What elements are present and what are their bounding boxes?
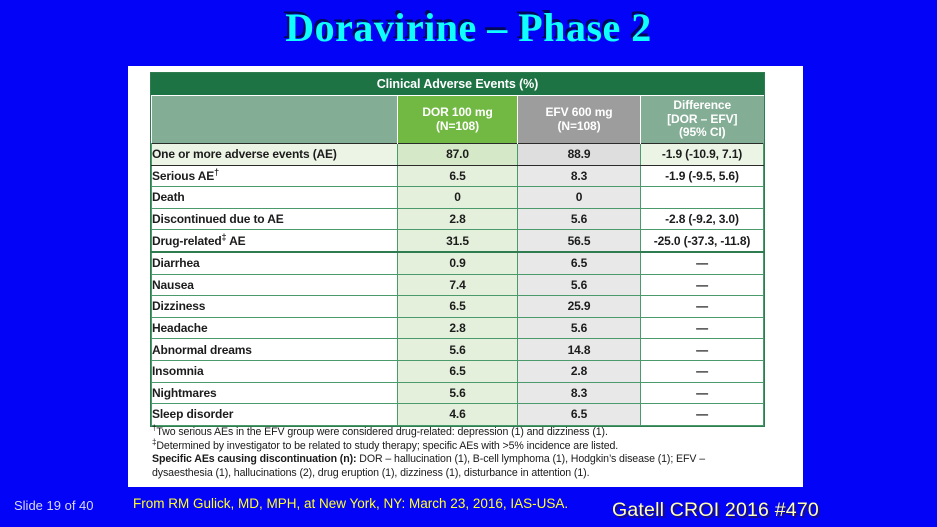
citation-text: From RM Gulick, MD, MPH, at New York, NY… [133, 496, 569, 511]
table-row: One or more adverse events (AE) 87.0 88.9-… [151, 143, 764, 166]
row-label: Discontinued due to AE [151, 207, 398, 231]
cell-dor: 2.8 [397, 316, 518, 340]
adverse-events-table: Clinical Adverse Events (%) DOR 100 mg (N… [150, 72, 765, 427]
table-row: Death 0 0 [151, 186, 764, 209]
column-header-empty [151, 96, 398, 144]
row-label: Diarrhea [151, 250, 398, 275]
table-row: Serious AE† 6.5 8.3 -1.9 (-9.5, 5.6) [151, 164, 764, 188]
cell-efv: 8.3 [517, 381, 641, 405]
footnote-drug-related: ‡Determined by investigator to be relate… [152, 437, 619, 452]
cell-efv: 6.5 [517, 403, 641, 426]
cell-diff: — [640, 250, 764, 275]
table-title-banner: Clinical Adverse Events (%) [151, 73, 764, 96]
row-label: Serious AE† [151, 164, 398, 188]
cell-dor: 7.4 [397, 273, 518, 297]
cell-dor: 6.5 [397, 164, 518, 188]
table-row: Drug-related‡ AE 31.5 56.5 -25.0 (-37.3, -1… [151, 229, 764, 253]
row-label: Death [151, 186, 398, 209]
footnote-discontinuation: Specific AEs causing discontinuation (n)… [152, 453, 705, 479]
table-row: Sleep disorder 4.6 6.5— [151, 403, 764, 426]
cell-dor: 5.6 [397, 381, 518, 405]
cell-diff: — [640, 316, 764, 340]
cell-dor: 31.5 [397, 229, 518, 253]
row-label: Headache [151, 316, 398, 340]
cell-dor: 6.5 [397, 359, 518, 383]
cell-dor: 4.6 [397, 403, 518, 426]
cell-dor: 0.9 [397, 250, 518, 275]
table-header-row: DOR 100 mg (N=108) EFV 600 mg (N=108) Differ… [151, 96, 764, 144]
cell-efv: 2.8 [517, 359, 641, 383]
cell-dor: 2.8 [397, 207, 518, 231]
cell-diff: -1.9 (-9.5, 5.6) [640, 164, 764, 188]
cell-dor: 0 [397, 186, 518, 209]
column-header-dor: DOR 100 mg (N=108) [397, 96, 518, 144]
cell-efv: 56.5 [517, 229, 641, 253]
cell-diff: -2.8 (-9.2, 3.0) [640, 207, 764, 231]
table-row: Nausea 7.4 5.6— [151, 273, 764, 297]
row-label: Nightmares [151, 381, 398, 405]
cell-diff: -25.0 (-37.3, -11.8) [640, 229, 764, 253]
cell-efv: 5.6 [517, 316, 641, 340]
cell-diff: — [640, 403, 764, 426]
table-row: Nightmares 5.6 8.3— [151, 381, 764, 405]
cell-efv: 0 [517, 186, 641, 209]
column-header-diff: Difference [DOR – EFV] (95% CI) [640, 96, 764, 144]
row-label: Nausea [151, 273, 398, 297]
slide-number: Slide 19 of 40 [14, 498, 94, 513]
row-label: Sleep disorder [151, 403, 398, 426]
table-row: Discontinued due to AE 2.8 5.6 -2.8 (-9.2, … [151, 207, 764, 231]
cell-efv: 14.8 [517, 338, 641, 361]
cell-diff [640, 186, 764, 209]
table-row: Abnormal dreams 5.6 14.8— [151, 338, 764, 361]
cell-diff: -1.9 (-10.9, 7.1) [640, 143, 764, 166]
cell-dor: 87.0 [397, 143, 518, 166]
row-label: Drug-related‡ AE [151, 229, 398, 253]
cell-diff: — [640, 359, 764, 383]
cell-diff: — [640, 381, 764, 405]
table-row: Headache 2.8 5.6— [151, 316, 764, 340]
cell-diff: — [640, 273, 764, 297]
row-label: One or more adverse events (AE) [151, 143, 398, 166]
cell-efv: 5.6 [517, 207, 641, 231]
cell-dor: 5.6 [397, 338, 518, 361]
table-row: Dizziness 6.5 25.9— [151, 295, 764, 318]
content-panel: Clinical Adverse Events (%) DOR 100 mg (N… [128, 66, 803, 487]
cell-diff: — [640, 295, 764, 318]
reference-text: Gatell CROI 2016 #470 [612, 499, 819, 521]
slide-title: Doravirine – Phase 2 [285, 5, 652, 50]
cell-efv: 25.9 [517, 295, 641, 318]
table-row: Insomnia 6.5 2.8— [151, 359, 764, 383]
cell-efv: 8.3 [517, 164, 641, 188]
cell-efv: 88.9 [517, 143, 641, 166]
cell-dor: 6.5 [397, 295, 518, 318]
column-header-efv: EFV 600 mg (N=108) [517, 96, 641, 144]
row-label: Abnormal dreams [151, 338, 398, 361]
row-label: Insomnia [151, 359, 398, 383]
cell-efv: 5.6 [517, 273, 641, 297]
cell-diff: — [640, 338, 764, 361]
cell-efv: 6.5 [517, 250, 641, 275]
footnote-serious-ae: †Two serious AEs in the EFV group were c… [152, 423, 608, 438]
table-row: Diarrhea 0.9 6.5— [151, 250, 764, 275]
row-label: Dizziness [151, 295, 398, 318]
table-footnotes: †Two serious AEs in the EFV group were c… [152, 423, 764, 480]
